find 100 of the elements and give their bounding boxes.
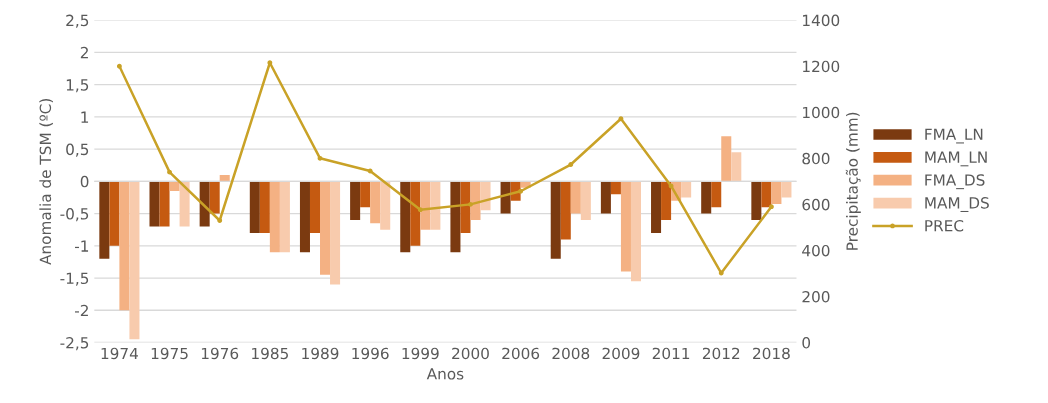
- bar: [600, 181, 611, 214]
- bar: [470, 181, 481, 221]
- y-tick-label: 0: [80, 175, 89, 188]
- x-tick-label: 1974: [101, 347, 138, 360]
- bar: [661, 181, 672, 221]
- bar: [400, 181, 411, 253]
- bar: [570, 181, 581, 214]
- point: [417, 207, 423, 213]
- point: [167, 169, 172, 175]
- bar: [761, 181, 772, 208]
- x-tick-label: 2009: [602, 347, 640, 360]
- y-tick-label: -2,5: [60, 337, 89, 351]
- y-tick-label: -2: [74, 304, 88, 317]
- x-tick-label: 2012: [702, 347, 740, 360]
- y-tick-label: 0,5: [66, 143, 89, 157]
- y-axis-title: Anomalia de TSM (ºC): [39, 99, 53, 265]
- bar: [560, 181, 571, 240]
- bar: [279, 181, 290, 253]
- bar: [781, 181, 792, 198]
- point: [267, 60, 273, 66]
- bar: [219, 174, 230, 182]
- bar: [109, 181, 120, 246]
- bar: [550, 181, 561, 259]
- bar: [711, 181, 722, 208]
- x-tick-label: 1989: [302, 347, 339, 360]
- bar: [259, 181, 270, 233]
- legend-label: FMA_LN: [925, 128, 983, 144]
- bar: [651, 181, 662, 233]
- legend-label: MAM_DS: [925, 197, 989, 213]
- bar: [129, 181, 140, 340]
- bar: [320, 181, 331, 275]
- bar: [309, 181, 321, 233]
- bar: [430, 181, 441, 230]
- legend-label: MAM_LN: [925, 151, 987, 167]
- point: [768, 204, 774, 210]
- x-axis-title: Anos: [426, 368, 464, 380]
- bar: [179, 181, 190, 227]
- bar: [119, 181, 130, 311]
- y-tick-label: -1,5: [60, 272, 89, 286]
- y2-tick-label: 400: [802, 244, 830, 257]
- bar: [630, 181, 641, 282]
- bar: [209, 181, 220, 214]
- x-tick-label: 2011: [652, 347, 690, 360]
- x-tick-label: 1976: [201, 347, 239, 360]
- bar: [159, 181, 170, 227]
- bar: [249, 181, 260, 233]
- y2-tick-label: 1000: [803, 106, 840, 119]
- point: [518, 188, 524, 194]
- bar: [721, 136, 732, 182]
- bar: [330, 181, 341, 285]
- bar: [580, 181, 591, 221]
- y2-tick-label: 0: [802, 337, 811, 349]
- point: [468, 201, 473, 207]
- y-tick-label: -1: [74, 240, 89, 252]
- y-tick-label: -0,5: [60, 208, 89, 222]
- bar: [299, 181, 310, 253]
- y-tick-label: 2,5: [66, 14, 89, 28]
- legend-label: PREC: [925, 219, 964, 232]
- x-tick-label: 1975: [151, 347, 188, 360]
- y2-tick-label: 200: [802, 290, 830, 303]
- bar: [771, 181, 782, 204]
- x-tick-label: 1996: [352, 347, 389, 360]
- bar: [99, 181, 110, 259]
- bar: [350, 181, 361, 221]
- y-tick-label: 2: [80, 46, 88, 59]
- point: [317, 155, 323, 161]
- bar: [380, 181, 391, 230]
- x-tick-label: 2008: [552, 347, 590, 360]
- bar: [169, 181, 180, 192]
- bar: [370, 181, 381, 224]
- bar: [410, 181, 421, 246]
- y2-tick-label: 800: [802, 152, 830, 165]
- point: [116, 63, 122, 69]
- x-tick-label: 2006: [502, 347, 540, 360]
- y-tick-label: 1,5: [66, 79, 89, 93]
- point: [718, 270, 724, 276]
- bar: [269, 181, 280, 253]
- bar: [681, 181, 692, 198]
- point: [367, 168, 373, 174]
- y2-tick-label: 600: [802, 198, 830, 211]
- y2-tick-label: 1400: [803, 14, 840, 27]
- x-tick-label: 1999: [402, 347, 439, 360]
- bar: [620, 181, 631, 272]
- y2-axis-title: Precipitação (mm): [845, 112, 861, 250]
- bar: [500, 181, 511, 214]
- bar: [149, 181, 160, 227]
- bar: [420, 181, 431, 230]
- x-tick-label: 2018: [753, 347, 790, 360]
- bar: [701, 181, 712, 214]
- bar: [460, 181, 471, 233]
- x-tick-label: 1985: [252, 347, 288, 360]
- bar: [731, 152, 742, 182]
- point: [618, 116, 624, 122]
- bar: [360, 181, 371, 208]
- legend-label: FMA_DS: [925, 174, 985, 190]
- point: [568, 162, 574, 167]
- y-tick-label: 1: [81, 111, 89, 123]
- point: [668, 183, 674, 189]
- bar: [610, 181, 621, 195]
- bar: [450, 181, 461, 253]
